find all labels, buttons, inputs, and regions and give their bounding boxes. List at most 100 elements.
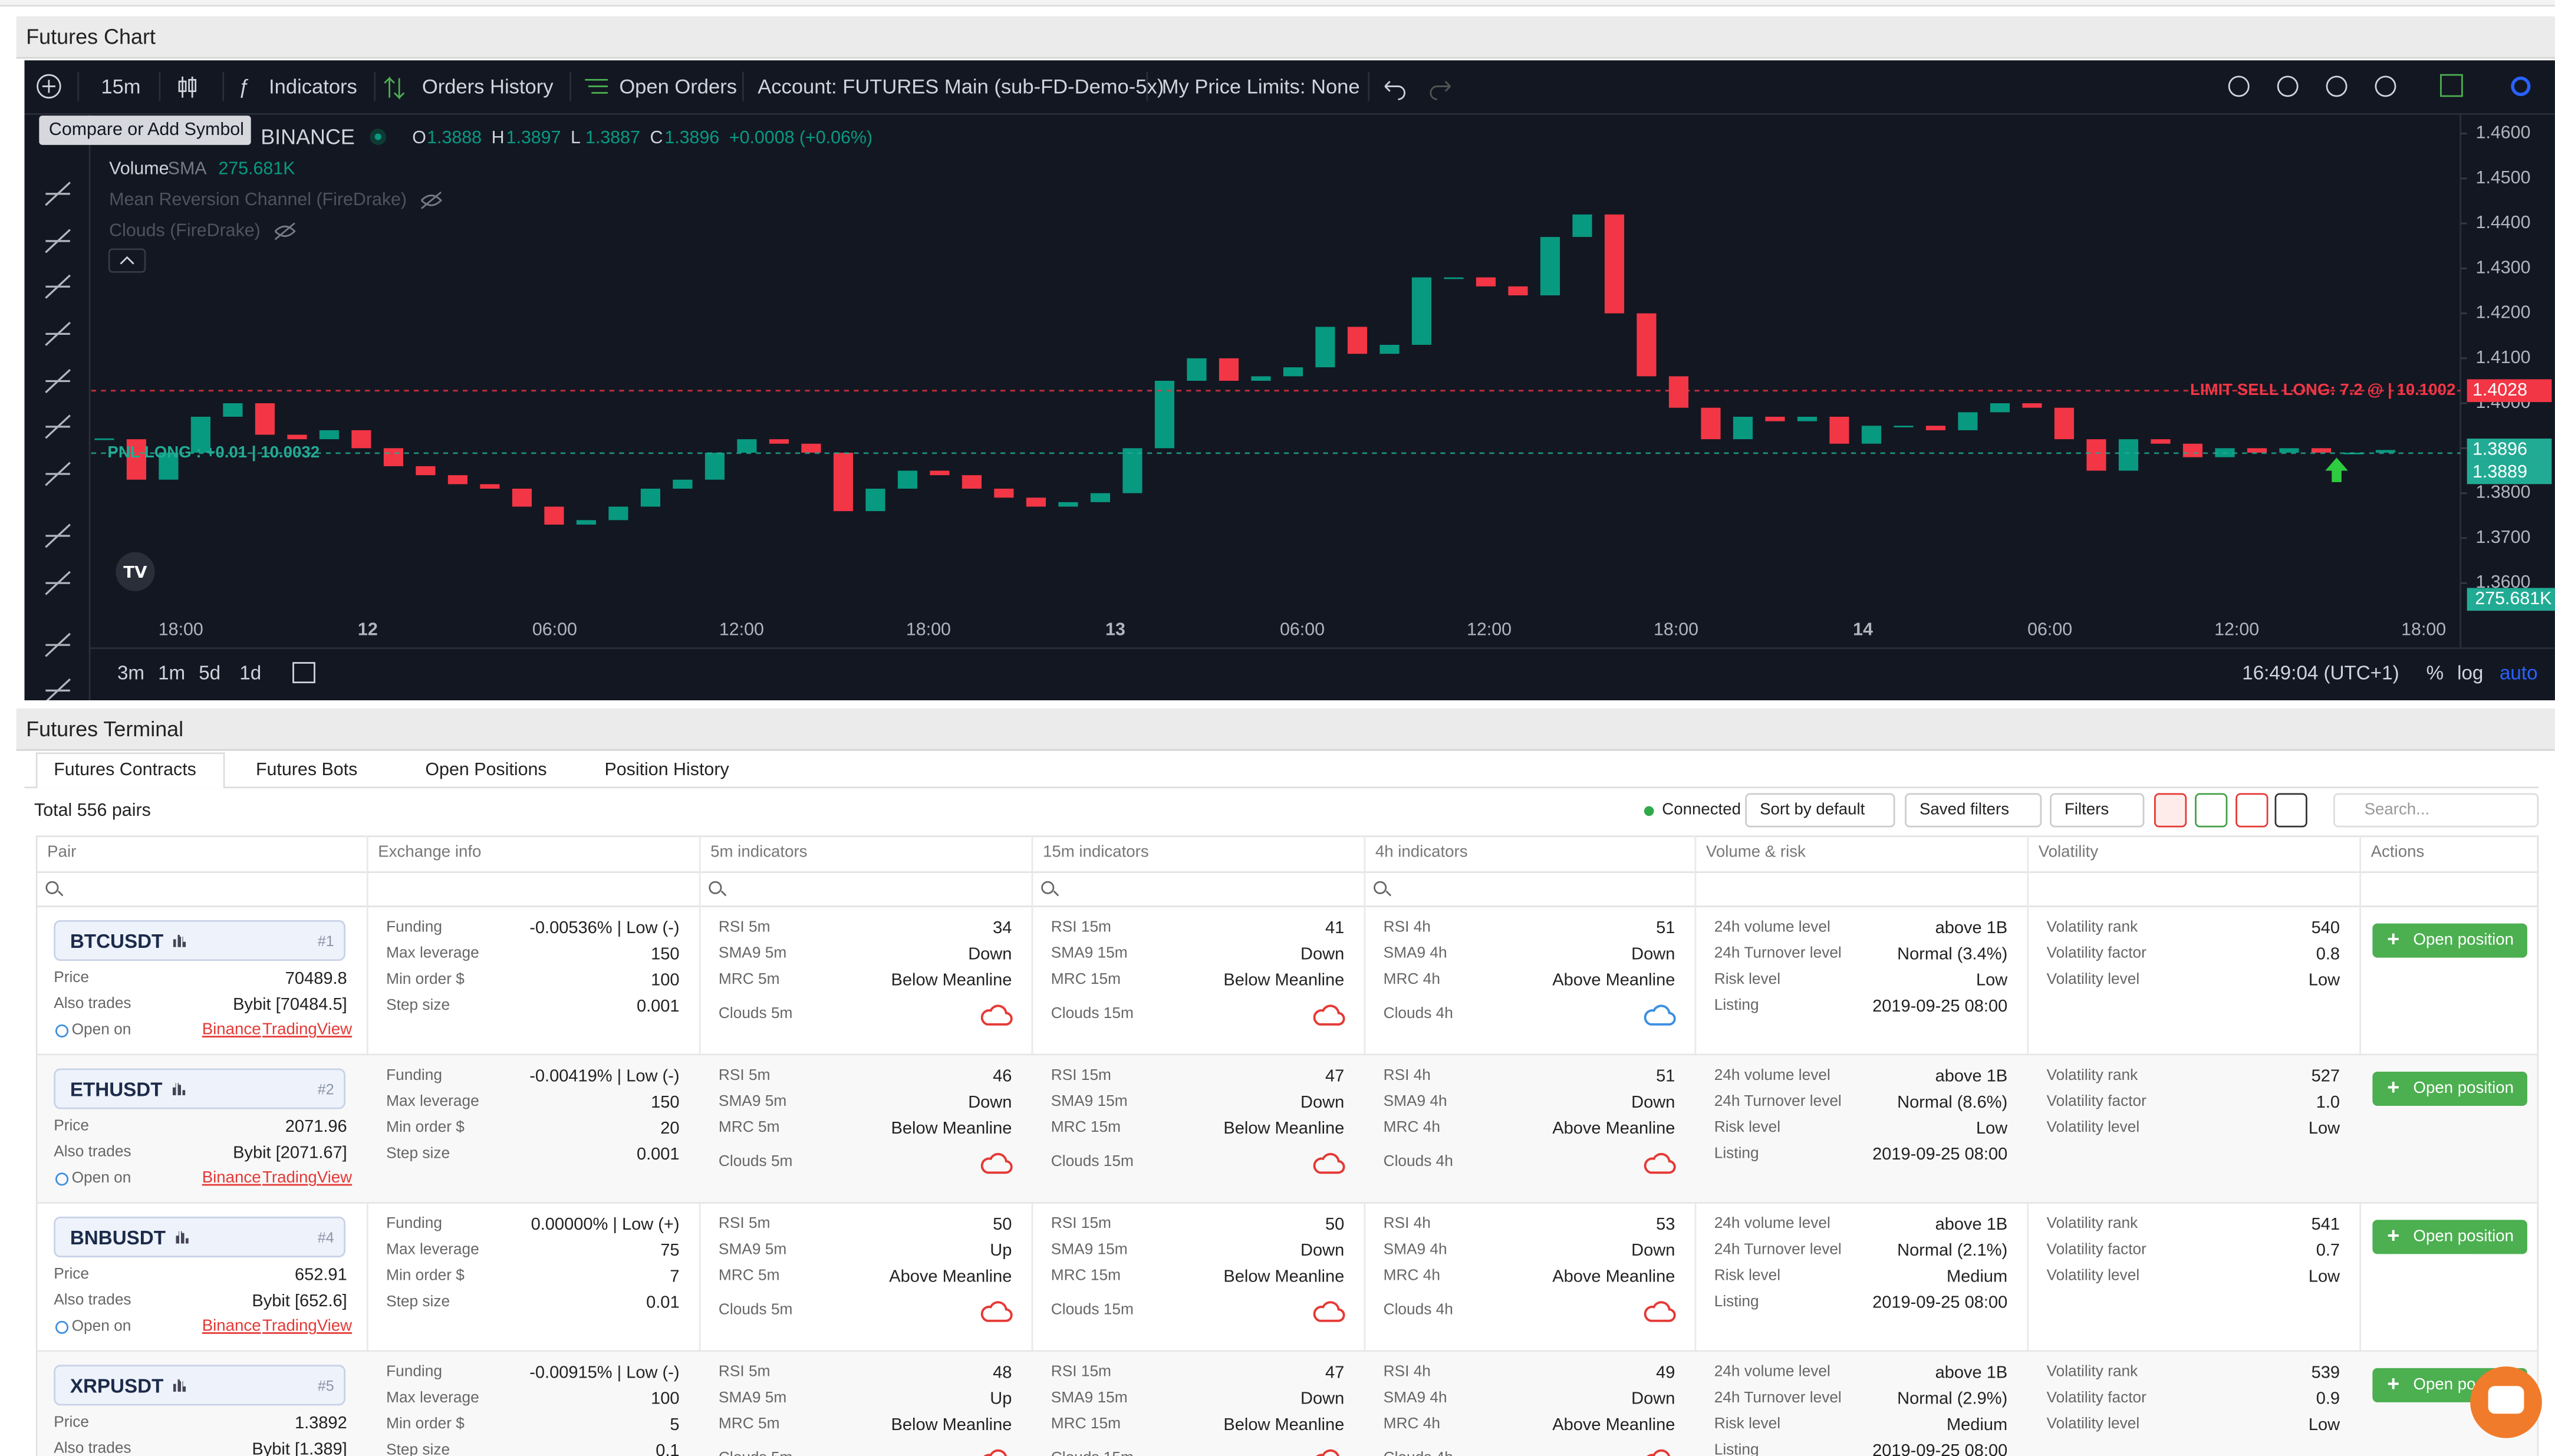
- button-icon[interactable]: +: [2387, 1075, 2400, 1099]
- tab-label[interactable]: Futures Contracts: [54, 760, 196, 780]
- symbol[interactable]: XRPUSDT: [70, 1373, 164, 1397]
- symbol[interactable]: BNBUSDT: [70, 1226, 166, 1249]
- field-label: RSI 4h: [1383, 1066, 1431, 1085]
- icon-button[interactable]: [2154, 793, 2187, 828]
- candle: [1090, 493, 1111, 502]
- clock: 16:49:04 (UTC+1): [2242, 663, 2399, 684]
- button-icon[interactable]: +: [2387, 1223, 2400, 1248]
- field-label: SMA9 5m: [718, 944, 787, 963]
- search-box[interactable]: [2333, 793, 2539, 828]
- field-label: Max leverage: [386, 1092, 479, 1111]
- open-orders-icon: [585, 79, 608, 94]
- button-icon[interactable]: +: [2387, 1371, 2400, 1396]
- candle: [2022, 403, 2042, 408]
- tab-label[interactable]: Position History: [604, 760, 729, 780]
- cloud-icon: [1644, 1152, 1676, 1174]
- chart-icon[interactable]: [172, 1082, 186, 1096]
- field-label: Clouds 15m: [1051, 1301, 1134, 1319]
- symbol[interactable]: BTCUSDT: [70, 929, 164, 952]
- symbol-badge[interactable]: BTCUSDT: [54, 920, 345, 961]
- sort-button[interactable]: [1745, 793, 1895, 828]
- field-label: RSI 15m: [1051, 1066, 1111, 1085]
- open-position-button[interactable]: [2372, 1220, 2527, 1254]
- cloud-icon: [1313, 1301, 1345, 1322]
- exchange-link[interactable]: Binance: [202, 1021, 261, 1039]
- symbol-badge[interactable]: ETHUSDT: [54, 1068, 345, 1109]
- exchange-link[interactable]: TradingView: [262, 1169, 353, 1188]
- chat-widget-icon[interactable]: [2488, 1386, 2524, 1414]
- drawing-tool-icon: [45, 571, 71, 595]
- y-tick-label: 1.3700: [2476, 527, 2531, 547]
- candle: [1765, 416, 1785, 421]
- chart-icon[interactable]: [173, 934, 187, 947]
- column-header: Volume & risk: [1705, 844, 1806, 862]
- candle: [1508, 286, 1528, 296]
- chart-bg: [24, 60, 2555, 701]
- filters-button-label[interactable]: Filters: [2064, 801, 2109, 819]
- button-label[interactable]: Open position: [2413, 931, 2514, 950]
- icon-button[interactable]: [2235, 793, 2268, 828]
- exchange-link[interactable]: Binance: [202, 1317, 261, 1336]
- tab-label[interactable]: Open Positions: [425, 760, 547, 780]
- drawing-tool-icon: [45, 229, 71, 253]
- button-label[interactable]: Open position: [2413, 1079, 2514, 1098]
- chart: 15m ƒ Indicators Orders History Open Orders A…: [24, 60, 2555, 701]
- search-placeholder[interactable]: Search...: [2364, 801, 2430, 819]
- field-value: 2019-09-25 08:00: [1872, 1293, 2008, 1313]
- tab-label[interactable]: Futures Bots: [255, 760, 358, 780]
- field-label: SMA9 5m: [718, 1241, 787, 1259]
- field-value: above 1B: [1935, 1363, 2008, 1383]
- candle: [1829, 416, 1849, 444]
- candle: [1701, 407, 1721, 440]
- range-button: 5d: [199, 663, 220, 684]
- icon-button[interactable]: [2195, 793, 2228, 828]
- candle: [1861, 426, 1882, 444]
- sort-button-label[interactable]: Sort by default: [1760, 801, 1865, 819]
- saved-filters-button-label[interactable]: Saved filters: [1919, 801, 2010, 819]
- candle: [351, 430, 371, 449]
- field-value: 48: [993, 1363, 1012, 1383]
- field-label: RSI 4h: [1383, 1363, 1431, 1381]
- open-position-button[interactable]: [2372, 1071, 2527, 1106]
- toolbar-icon: [2375, 75, 2396, 97]
- field-value: 7: [670, 1267, 680, 1287]
- undo-icon: [1384, 81, 1405, 100]
- saved-filters-button[interactable]: [1905, 793, 2042, 828]
- button-label[interactable]: Open position: [2413, 1228, 2514, 1246]
- cloud-shape: [1313, 1301, 1345, 1322]
- rank: #2: [317, 1081, 334, 1098]
- filters-button[interactable]: [2050, 793, 2145, 828]
- cloud-shape: [980, 1152, 1013, 1174]
- symbol-badge[interactable]: BNBUSDT: [54, 1216, 345, 1257]
- open-position-button[interactable]: [2372, 923, 2527, 958]
- field-value: Above Meanline: [889, 1267, 1012, 1287]
- position-arrow: [2325, 457, 2348, 482]
- candle: [319, 430, 339, 440]
- field-value: above 1B: [1935, 1066, 2008, 1086]
- exchange-link[interactable]: TradingView: [262, 1021, 353, 1039]
- button-icon[interactable]: +: [2387, 927, 2400, 951]
- exchange-link[interactable]: TradingView: [262, 1317, 353, 1336]
- drawing-tool-icon: [45, 414, 71, 439]
- field-label: Volatility rank: [2046, 918, 2138, 937]
- candle: [930, 470, 950, 476]
- field-value: 652.91: [294, 1265, 347, 1285]
- candle: [1476, 277, 1496, 286]
- field-label: Min order $: [386, 1119, 465, 1137]
- field-label: MRC 5m: [718, 1267, 780, 1285]
- icon-button[interactable]: [2274, 793, 2307, 828]
- symbol-badge[interactable]: XRPUSDT: [54, 1365, 345, 1406]
- field-label: RSI 4h: [1383, 1215, 1431, 1233]
- range-button: 1d: [239, 663, 261, 684]
- symbol[interactable]: ETHUSDT: [70, 1077, 163, 1101]
- chart-icon[interactable]: [173, 1378, 187, 1392]
- x-tick-label: 18:00: [2401, 619, 2446, 639]
- chart-icon[interactable]: [175, 1230, 189, 1244]
- status-dot: [1644, 806, 1654, 816]
- drawing-tool-icon: [45, 523, 71, 548]
- log-toggle: log: [2457, 663, 2483, 684]
- drawing-tool-icon: [45, 182, 71, 206]
- tab[interactable]: [35, 752, 225, 789]
- candle: [1540, 236, 1560, 296]
- exchange-link[interactable]: Binance: [202, 1169, 261, 1188]
